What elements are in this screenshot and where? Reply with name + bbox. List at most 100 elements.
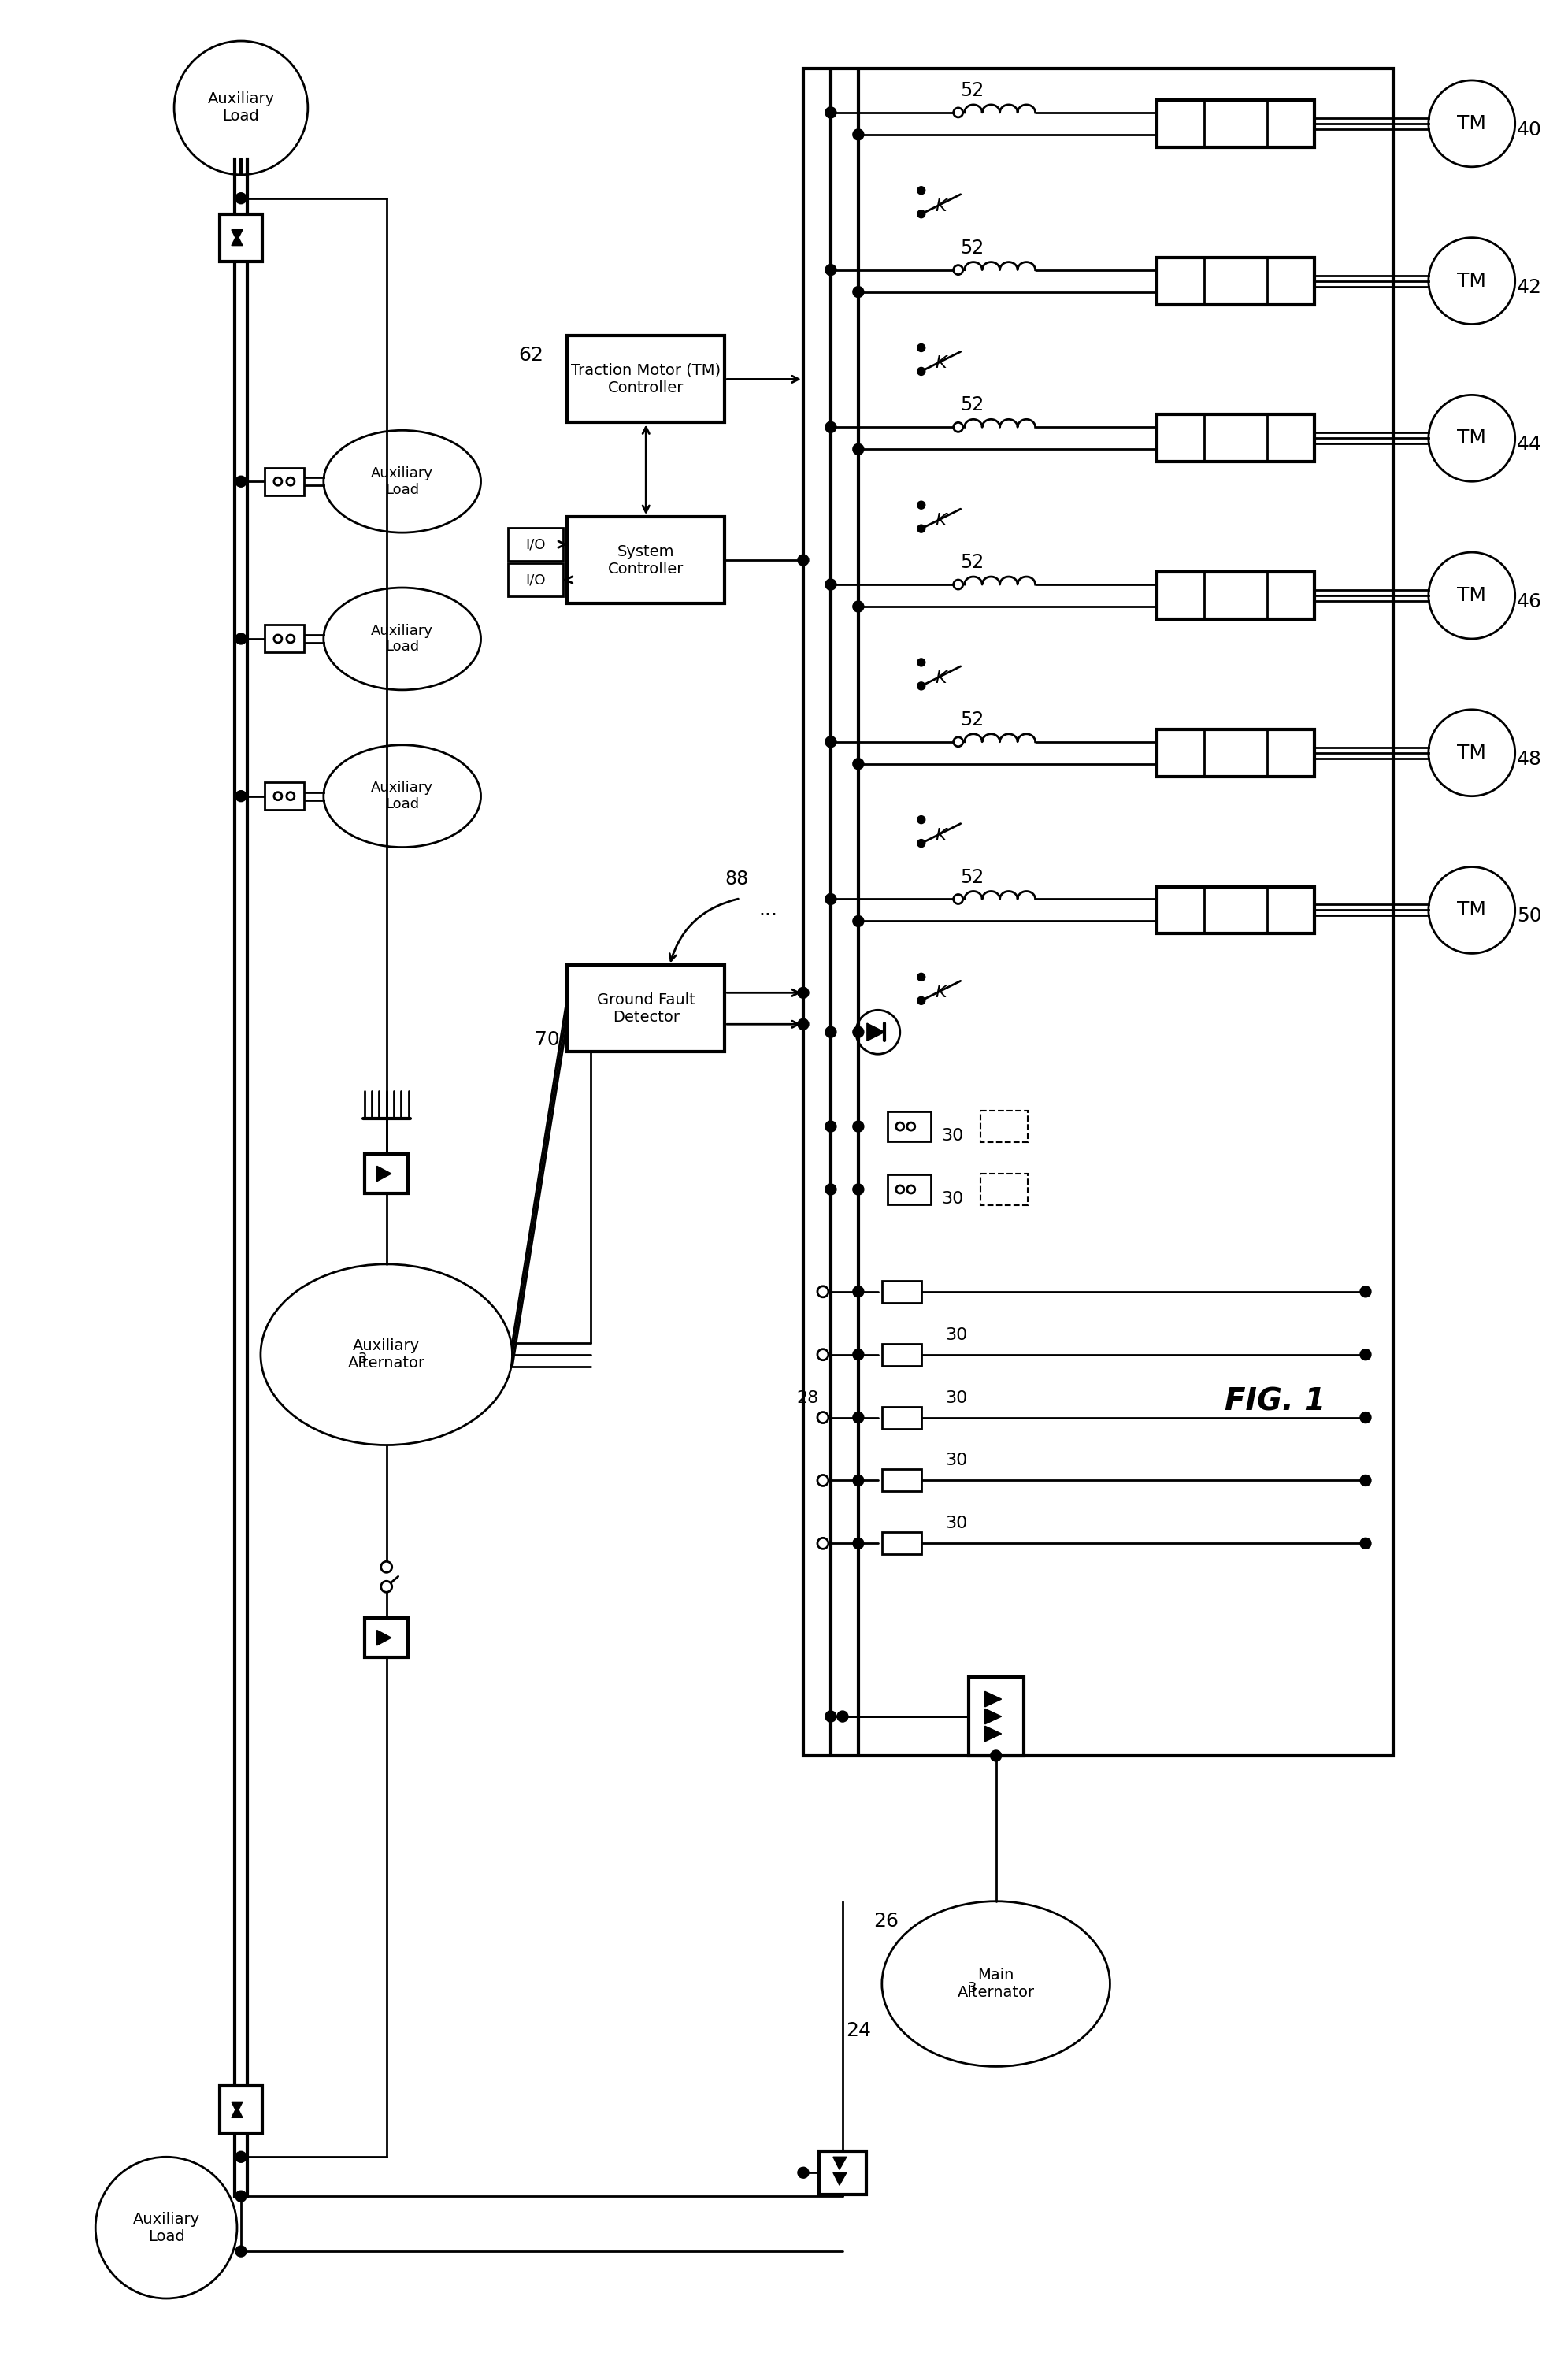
Circle shape xyxy=(953,737,963,747)
Circle shape xyxy=(235,634,246,643)
FancyBboxPatch shape xyxy=(508,563,563,596)
Polygon shape xyxy=(376,1166,390,1180)
FancyBboxPatch shape xyxy=(881,1282,922,1303)
Circle shape xyxy=(235,2151,246,2163)
Circle shape xyxy=(287,634,295,643)
FancyBboxPatch shape xyxy=(265,469,304,495)
Text: 26: 26 xyxy=(873,1911,898,1930)
Circle shape xyxy=(906,1185,916,1194)
Polygon shape xyxy=(985,1708,1002,1725)
Text: I/O: I/O xyxy=(525,537,546,551)
Text: 52: 52 xyxy=(961,396,985,415)
FancyBboxPatch shape xyxy=(1157,257,1314,304)
Text: Auxiliary
Load: Auxiliary Load xyxy=(372,624,433,655)
Circle shape xyxy=(381,1562,392,1571)
Text: 28: 28 xyxy=(797,1390,818,1407)
Text: 52: 52 xyxy=(961,712,985,730)
Circle shape xyxy=(235,193,246,205)
Circle shape xyxy=(853,601,864,613)
Circle shape xyxy=(798,554,809,565)
FancyBboxPatch shape xyxy=(881,1470,922,1491)
Circle shape xyxy=(917,525,925,532)
Circle shape xyxy=(853,1185,864,1194)
Circle shape xyxy=(235,476,246,488)
Text: 30: 30 xyxy=(946,1454,967,1468)
Circle shape xyxy=(817,1286,828,1298)
Circle shape xyxy=(953,580,963,589)
FancyBboxPatch shape xyxy=(568,966,724,1051)
Text: Ground Fault
Detector: Ground Fault Detector xyxy=(597,992,695,1025)
Circle shape xyxy=(853,130,864,139)
Circle shape xyxy=(917,502,925,509)
Polygon shape xyxy=(833,2172,847,2186)
Text: Auxiliary
Load: Auxiliary Load xyxy=(133,2212,199,2243)
Circle shape xyxy=(853,1121,864,1131)
FancyBboxPatch shape xyxy=(881,1531,922,1555)
Circle shape xyxy=(895,1121,903,1131)
Polygon shape xyxy=(232,2106,243,2118)
Circle shape xyxy=(817,1411,828,1423)
Circle shape xyxy=(235,2245,246,2257)
Text: 44: 44 xyxy=(1516,436,1541,455)
Text: K: K xyxy=(935,669,947,686)
Circle shape xyxy=(917,186,925,193)
Circle shape xyxy=(953,422,963,431)
FancyBboxPatch shape xyxy=(508,528,563,561)
Text: TM: TM xyxy=(1457,744,1486,763)
Text: K: K xyxy=(935,985,947,1001)
Polygon shape xyxy=(985,1727,1002,1741)
Text: 30: 30 xyxy=(946,1326,967,1343)
Polygon shape xyxy=(232,2102,243,2113)
Text: 52: 52 xyxy=(961,238,985,257)
Circle shape xyxy=(917,210,925,219)
Circle shape xyxy=(853,759,864,770)
Text: 3: 3 xyxy=(359,1352,367,1366)
Circle shape xyxy=(853,1475,864,1487)
Circle shape xyxy=(917,997,925,1004)
Circle shape xyxy=(895,1185,903,1194)
Text: 42: 42 xyxy=(1516,278,1541,297)
Circle shape xyxy=(235,2191,246,2203)
Text: 70: 70 xyxy=(535,1030,560,1048)
Text: 88: 88 xyxy=(724,869,748,888)
Circle shape xyxy=(853,1350,864,1359)
FancyBboxPatch shape xyxy=(365,1154,408,1194)
Circle shape xyxy=(274,792,282,801)
Polygon shape xyxy=(833,2158,847,2170)
Circle shape xyxy=(287,478,295,485)
Circle shape xyxy=(274,478,282,485)
Circle shape xyxy=(1359,1286,1370,1298)
Text: K: K xyxy=(935,514,947,528)
Text: 62: 62 xyxy=(519,346,544,365)
Text: K: K xyxy=(935,356,947,372)
Circle shape xyxy=(381,1581,392,1593)
Text: 48: 48 xyxy=(1516,749,1541,768)
Text: ...: ... xyxy=(759,900,778,919)
Text: 40: 40 xyxy=(1516,120,1541,139)
FancyBboxPatch shape xyxy=(220,214,262,262)
FancyBboxPatch shape xyxy=(265,624,304,653)
Text: Auxiliary
Load: Auxiliary Load xyxy=(372,780,433,810)
Text: 30: 30 xyxy=(941,1129,964,1143)
FancyBboxPatch shape xyxy=(568,337,724,422)
Text: TM: TM xyxy=(1457,900,1486,919)
Polygon shape xyxy=(232,231,243,240)
Text: 60: 60 xyxy=(519,528,544,547)
Text: K: K xyxy=(935,198,947,214)
Circle shape xyxy=(825,893,836,905)
Circle shape xyxy=(825,264,836,276)
Circle shape xyxy=(917,973,925,980)
FancyBboxPatch shape xyxy=(265,782,304,810)
FancyBboxPatch shape xyxy=(881,1407,922,1428)
FancyBboxPatch shape xyxy=(887,1112,931,1140)
Circle shape xyxy=(825,737,836,747)
Circle shape xyxy=(853,1538,864,1548)
Circle shape xyxy=(991,1751,1002,1762)
Text: 50: 50 xyxy=(1516,907,1541,926)
Polygon shape xyxy=(985,1692,1002,1706)
Circle shape xyxy=(798,2168,809,2179)
Circle shape xyxy=(1359,1411,1370,1423)
Circle shape xyxy=(917,839,925,848)
Text: Main
Alternator: Main Alternator xyxy=(958,1967,1035,2000)
Circle shape xyxy=(917,681,925,690)
